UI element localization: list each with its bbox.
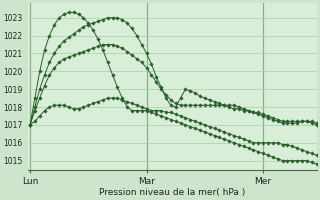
X-axis label: Pression niveau de la mer( hPa ): Pression niveau de la mer( hPa ) bbox=[99, 188, 245, 197]
